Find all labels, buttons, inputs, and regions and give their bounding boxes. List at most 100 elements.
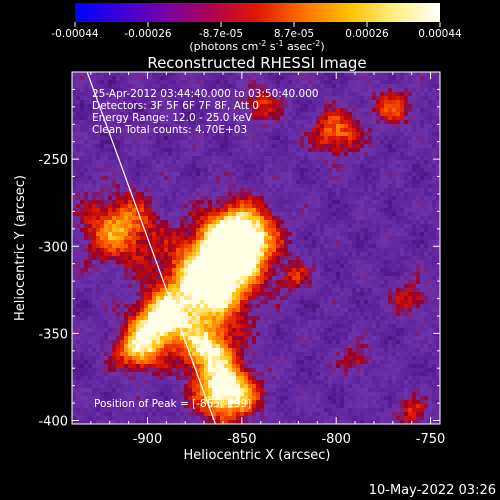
heatmap-cell <box>208 268 212 272</box>
heatmap-cell <box>288 104 292 108</box>
heatmap-cell <box>224 144 228 148</box>
heatmap-cell <box>108 232 112 236</box>
heatmap-cell <box>236 276 240 280</box>
heatmap-cell <box>176 220 180 224</box>
heatmap-cell <box>400 248 404 252</box>
heatmap-cell <box>140 76 144 80</box>
heatmap-cell <box>296 276 300 280</box>
heatmap-cell <box>100 232 104 236</box>
heatmap-cell <box>248 248 252 252</box>
heatmap-cell <box>244 212 248 216</box>
heatmap-cell <box>116 120 120 124</box>
heatmap-cell <box>432 232 436 236</box>
heatmap-cell <box>188 224 192 228</box>
heatmap-cell <box>204 136 208 140</box>
heatmap-cell <box>340 280 344 284</box>
heatmap-cell <box>128 104 132 108</box>
heatmap-cell <box>388 148 392 152</box>
heatmap-cell <box>160 164 164 168</box>
heatmap-cell <box>424 172 428 176</box>
heatmap-cell <box>212 172 216 176</box>
heatmap-cell <box>312 188 316 192</box>
heatmap-cell <box>224 156 228 160</box>
heatmap-cell <box>280 120 284 124</box>
heatmap-cell <box>272 180 276 184</box>
heatmap-cell <box>236 160 240 164</box>
heatmap-cell <box>224 224 228 228</box>
heatmap-cell <box>216 248 220 252</box>
heatmap-cell <box>384 280 388 284</box>
heatmap-cell <box>140 216 144 220</box>
heatmap-cell <box>204 260 208 264</box>
heatmap-cell <box>384 204 388 208</box>
heatmap-cell <box>300 76 304 80</box>
heatmap-cell <box>296 216 300 220</box>
heatmap-cell <box>372 80 376 84</box>
heatmap-cell <box>296 104 300 108</box>
heatmap-cell <box>368 208 372 212</box>
heatmap-cell <box>404 184 408 188</box>
heatmap-cell <box>324 224 328 228</box>
heatmap-cell <box>400 140 404 144</box>
heatmap-cell <box>144 228 148 232</box>
heatmap-cell <box>388 108 392 112</box>
heatmap-cell <box>188 92 192 96</box>
heatmap-cell <box>384 188 388 192</box>
heatmap-cell <box>196 124 200 128</box>
heatmap-cell <box>280 232 284 236</box>
heatmap-cell <box>276 96 280 100</box>
heatmap-cell <box>120 256 124 260</box>
heatmap-cell <box>340 224 344 228</box>
heatmap-cell <box>240 120 244 124</box>
heatmap-cell <box>404 236 408 240</box>
heatmap-cell <box>396 272 400 276</box>
heatmap-cell <box>140 224 144 228</box>
heatmap-cell <box>240 232 244 236</box>
heatmap-cell <box>336 256 340 260</box>
heatmap-cell <box>168 252 172 256</box>
heatmap-cell <box>320 252 324 256</box>
heatmap-cell <box>120 104 124 108</box>
heatmap-cell <box>108 88 112 92</box>
heatmap-cell <box>256 284 260 288</box>
heatmap-cell <box>360 268 364 272</box>
heatmap-cell <box>140 148 144 152</box>
heatmap-cell <box>428 184 432 188</box>
heatmap-cell <box>340 172 344 176</box>
heatmap-cell <box>228 180 232 184</box>
heatmap-cell <box>268 200 272 204</box>
heatmap-cell <box>120 84 124 88</box>
heatmap-cell <box>428 148 432 152</box>
heatmap-cell <box>260 232 264 236</box>
heatmap-cell <box>432 128 436 132</box>
heatmap-cell <box>176 124 180 128</box>
heatmap-cell <box>348 88 352 92</box>
heatmap-cell <box>88 72 92 76</box>
heatmap-cell <box>108 84 112 88</box>
heatmap-cell <box>404 160 408 164</box>
heatmap-cell <box>220 224 224 228</box>
heatmap-cell <box>124 212 128 216</box>
heatmap-cell <box>288 144 292 148</box>
heatmap-cell <box>392 192 396 196</box>
heatmap-cell <box>428 136 432 140</box>
heatmap-cell <box>344 92 348 96</box>
heatmap-cell <box>124 188 128 192</box>
heatmap-cell <box>152 128 156 132</box>
colorbar-unit-label: (photons cm-2 s-1 asec-2) <box>189 39 324 53</box>
heatmap-cell <box>220 148 224 152</box>
heatmap-cell <box>192 184 196 188</box>
heatmap-cell <box>192 88 196 92</box>
heatmap-cell <box>88 168 92 172</box>
heatmap-cell <box>348 228 352 232</box>
heatmap-cell <box>380 156 384 160</box>
heatmap-cell <box>272 152 276 156</box>
heatmap-cell <box>188 108 192 112</box>
heatmap-cell <box>356 176 360 180</box>
heatmap-cell <box>152 188 156 192</box>
heatmap-cell <box>80 268 84 272</box>
heatmap-cell <box>184 168 188 172</box>
heatmap-cell <box>304 200 308 204</box>
heatmap-cell <box>252 80 256 84</box>
heatmap-cell <box>288 148 292 152</box>
